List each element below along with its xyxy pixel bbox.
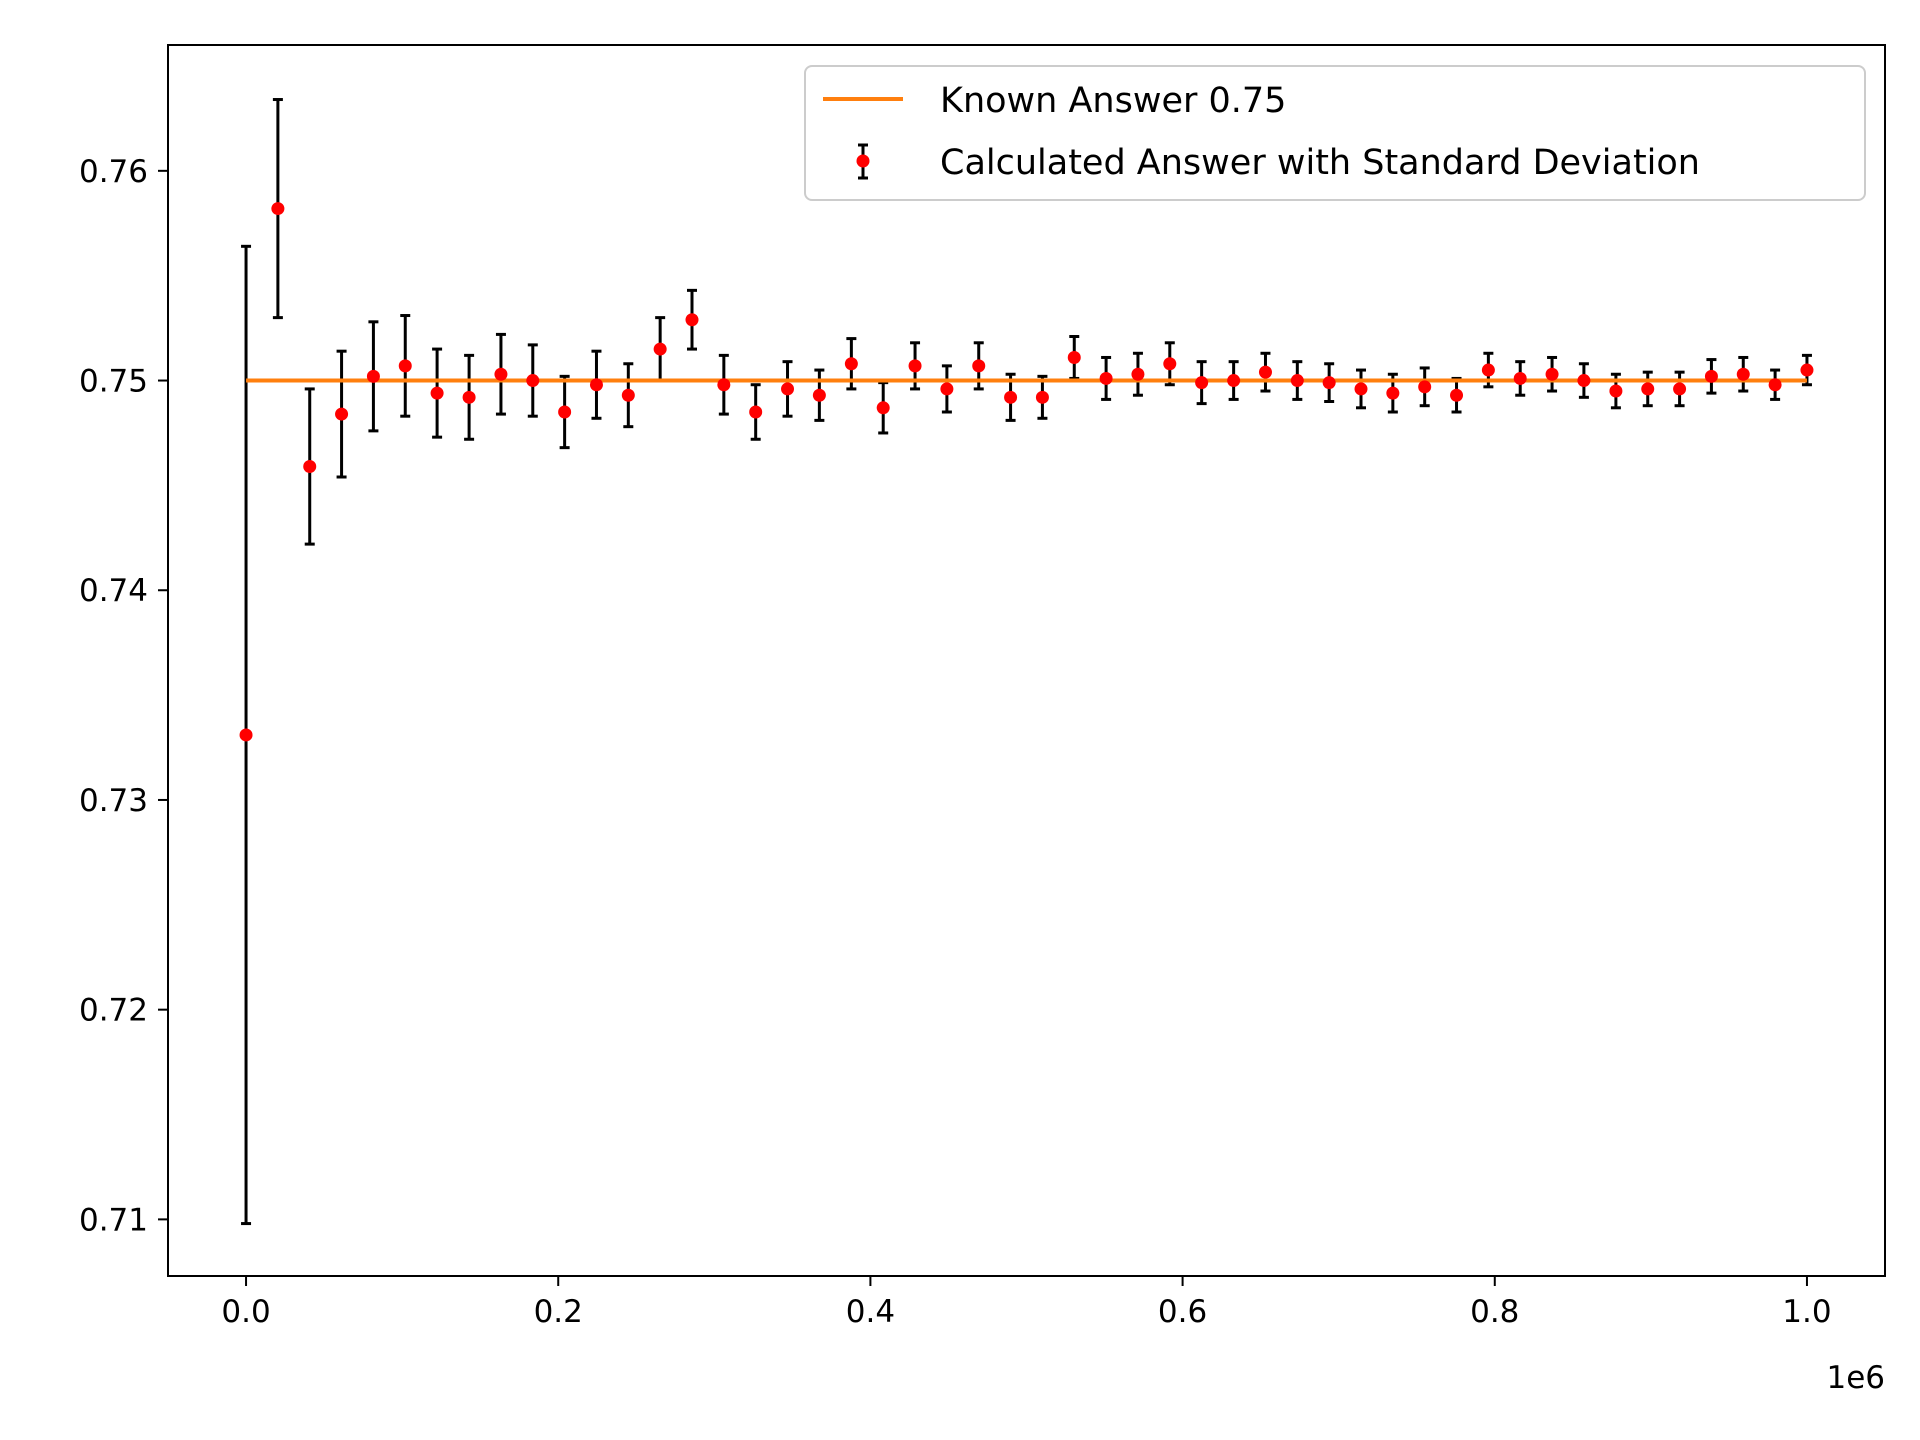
data-point	[908, 359, 922, 373]
data-point	[1131, 367, 1145, 381]
data-point	[749, 405, 763, 419]
x-tick-label: 0.8	[1470, 1294, 1519, 1330]
x-tick-label: 0.2	[534, 1294, 583, 1330]
y-tick-label: 0.74	[79, 573, 148, 609]
y-tick-label: 0.73	[79, 783, 148, 819]
x-tick-label: 0.6	[1158, 1294, 1207, 1330]
data-point	[335, 407, 349, 421]
data-point	[1513, 371, 1527, 385]
y-tick-label: 0.72	[79, 993, 148, 1029]
data-point	[1418, 380, 1432, 394]
data-point	[1195, 376, 1209, 390]
data-point	[1768, 378, 1782, 392]
y-axis: 0.71 0.72 0.73 0.74 0.75 0.76	[79, 154, 168, 1238]
legend-calculated-swatch	[856, 143, 870, 180]
data-point	[558, 405, 572, 419]
data-point	[366, 369, 380, 383]
data-point	[1736, 367, 1750, 381]
data-point	[1099, 371, 1113, 385]
data-point	[1354, 382, 1368, 396]
data-point	[717, 378, 731, 392]
data-point	[271, 202, 285, 216]
data-point	[1067, 350, 1081, 364]
legend: Known Answer 0.75 Calculated Answer with…	[804, 65, 1866, 201]
data-point	[1800, 363, 1814, 377]
y-tick-label: 0.75	[79, 364, 148, 400]
data-point	[940, 382, 954, 396]
data-point	[1609, 384, 1623, 398]
x-tick-label: 1.0	[1782, 1294, 1831, 1330]
data-point	[1004, 390, 1018, 404]
legend-known-answer-label: Known Answer 0.75	[940, 81, 1286, 121]
data-point	[1035, 390, 1049, 404]
data-point	[1322, 376, 1336, 390]
x-axis-offset-label: 1e6	[1826, 1360, 1885, 1396]
data-point	[1673, 382, 1687, 396]
data-point	[303, 460, 317, 474]
data-points	[239, 202, 1814, 742]
data-point	[239, 728, 253, 742]
axes-frame	[167, 44, 1886, 1277]
y-tick-label: 0.71	[79, 1202, 148, 1238]
legend-calculated-label: Calculated Answer with Standard Deviatio…	[940, 143, 1700, 183]
data-point	[430, 386, 444, 400]
data-point	[589, 378, 603, 392]
data-point	[1227, 374, 1241, 388]
data-point	[1290, 374, 1304, 388]
data-point	[653, 342, 667, 356]
plot-area	[239, 98, 1814, 1226]
data-point	[876, 401, 890, 415]
data-point	[1258, 365, 1272, 379]
data-point	[1704, 369, 1718, 383]
y-tick-label: 0.76	[79, 154, 148, 190]
data-point	[1641, 382, 1655, 396]
data-point	[494, 367, 508, 381]
data-point	[462, 390, 476, 404]
data-point	[781, 382, 795, 396]
data-point	[1577, 374, 1591, 388]
legend-box	[804, 65, 1866, 201]
data-point	[812, 388, 826, 402]
data-point	[1163, 357, 1177, 371]
data-point	[844, 357, 858, 371]
data-point	[621, 388, 635, 402]
x-tick-label: 0.0	[221, 1294, 270, 1330]
data-point	[526, 374, 540, 388]
x-axis: 0.0 0.2 0.4 0.6 0.8 1.0	[221, 1276, 1832, 1330]
data-point	[398, 359, 412, 373]
data-point	[1386, 386, 1400, 400]
data-point	[685, 313, 699, 327]
data-point	[1545, 367, 1559, 381]
x-tick-label: 0.4	[846, 1294, 895, 1330]
data-point	[972, 359, 986, 373]
data-point	[1450, 388, 1464, 402]
data-point	[1481, 363, 1495, 377]
